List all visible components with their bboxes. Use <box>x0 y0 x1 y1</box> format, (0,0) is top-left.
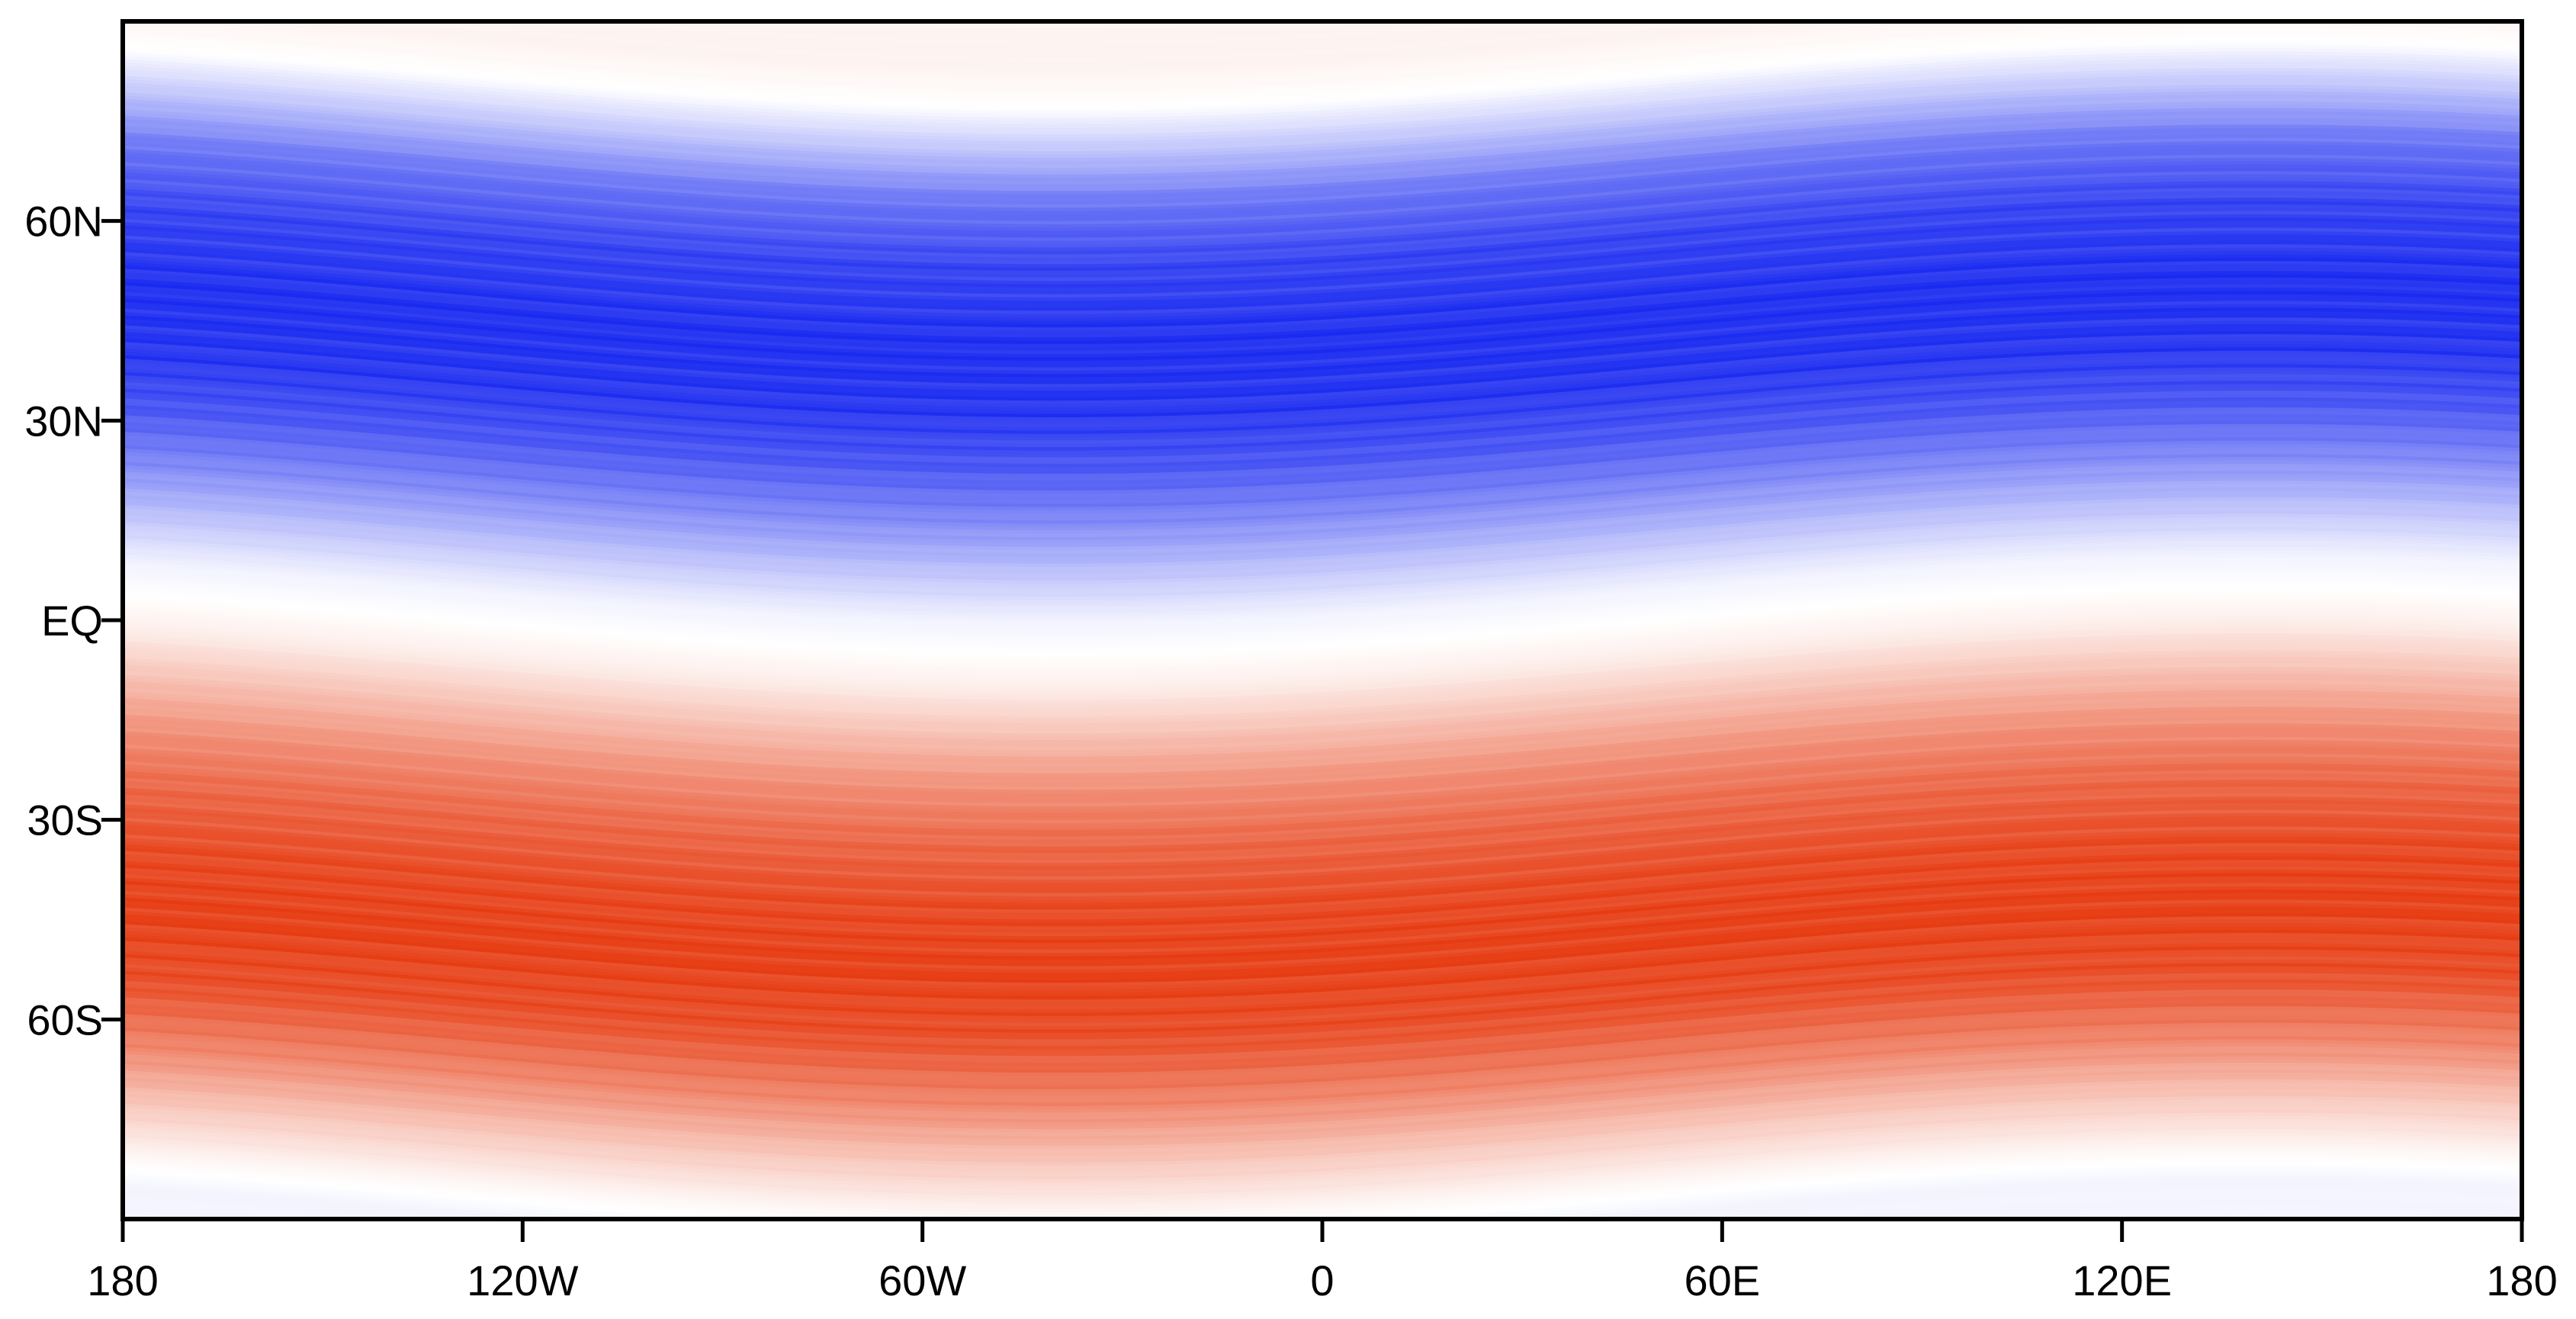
x-axis-tick-label: 120E <box>2072 1256 2172 1305</box>
field-band <box>605 21 1506 42</box>
field-band <box>984 21 1127 22</box>
x-axis-tick-label: 60W <box>878 1256 966 1305</box>
field-band <box>410 21 1701 59</box>
y-axis-tick-label: 30S <box>27 796 103 844</box>
field-band <box>123 1202 2522 1219</box>
field-band <box>123 0 2522 5</box>
field-band <box>248 21 1864 72</box>
field-band <box>123 0 2522 8</box>
field-band <box>123 1198 2522 1219</box>
x-axis-tick-label: 180 <box>2486 1256 2557 1305</box>
x-axis-tick-label: 0 <box>1310 1256 1334 1305</box>
field-band <box>123 1159 2522 1219</box>
field-band <box>123 21 2522 82</box>
field-band <box>123 0 2522 18</box>
field-band <box>123 1205 2522 1219</box>
field-band <box>487 21 1625 52</box>
field-band <box>564 21 1547 46</box>
axis-tick-labels: 180 120W 60W 0 60E 120E 180 60N 30N EQ 30S 60S <box>24 198 2557 1305</box>
field-band <box>123 1169 2522 1219</box>
field-band <box>123 1189 2522 1219</box>
field-band <box>123 1166 2522 1219</box>
field-band <box>123 1162 2522 1219</box>
field-band <box>525 21 1586 49</box>
y-axis-tick-label: EQ <box>41 597 103 645</box>
field-band <box>123 1185 2522 1219</box>
y-axis-tick-label: 30N <box>24 397 103 445</box>
field-band <box>123 1208 2522 1219</box>
plot-frame <box>120 19 2524 1221</box>
y-axis-tick-label: 60S <box>27 996 103 1044</box>
x-axis-tick-label: 180 <box>87 1256 158 1305</box>
field-band <box>371 21 1740 63</box>
field-band <box>647 21 1464 39</box>
axis-ticks <box>101 219 2524 1242</box>
field-band <box>123 1192 2522 1219</box>
field-band <box>201 21 1910 76</box>
field-band <box>123 1195 2522 1219</box>
x-axis-tick-label: 60E <box>1685 1256 1761 1305</box>
field-band <box>332 21 1780 66</box>
field-band <box>448 21 1663 56</box>
field-band <box>123 0 2522 12</box>
field-shading <box>123 0 2522 1219</box>
field-band <box>291 21 1820 69</box>
x-axis-tick-label: 120W <box>467 1256 578 1305</box>
field-band <box>123 0 2522 15</box>
y-axis-tick-label: 60N <box>24 198 103 246</box>
